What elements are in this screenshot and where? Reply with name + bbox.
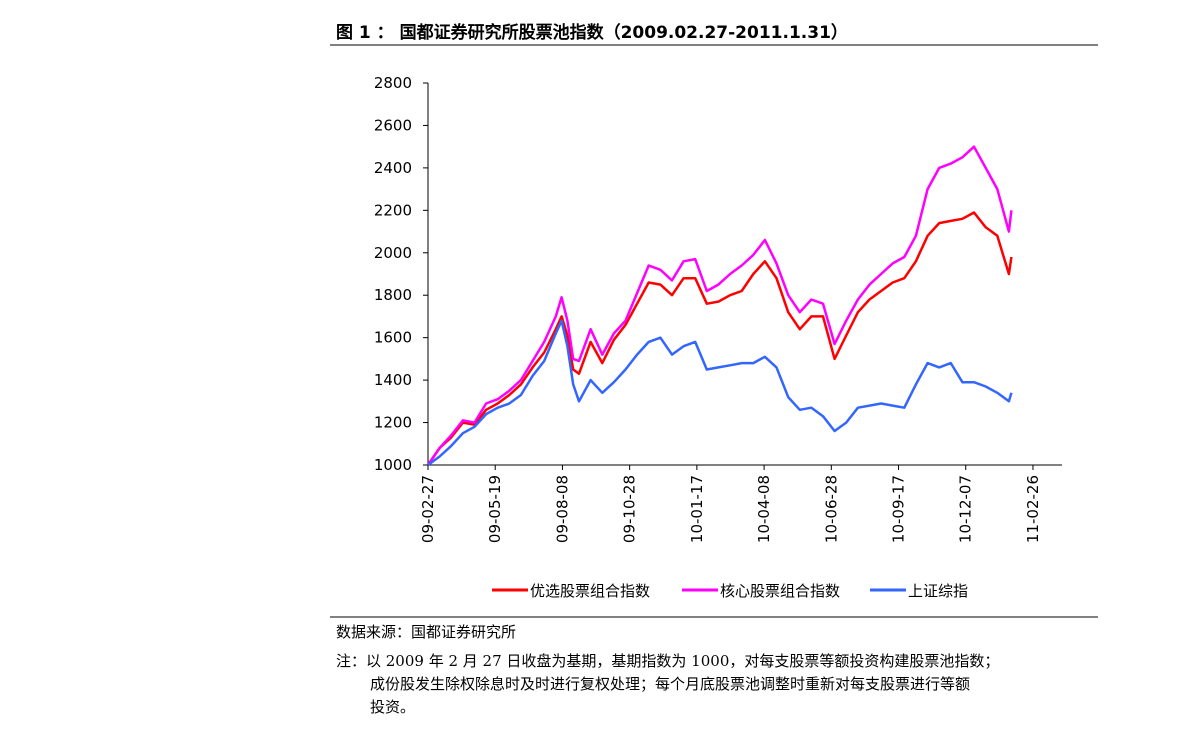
y-tick-label: 2000: [374, 244, 412, 262]
y-tick-label: 1200: [374, 414, 412, 432]
series-line: [426, 145, 1013, 466]
x-tick-label: 10-01-17: [688, 475, 706, 543]
series-line: [427, 319, 1013, 467]
source: 数据来源：国都证券研究所: [336, 623, 516, 641]
y-tick-label: 1000: [374, 456, 412, 474]
x-tick-label: 09-05-19: [486, 475, 504, 543]
note-line: 成份股发生除权除息时及时进行复权处理；每个月底股票池调整时重新对每支股票进行等额: [370, 675, 970, 693]
y-tick-label: 1400: [374, 371, 412, 389]
legend-label: 上证综指: [908, 582, 968, 600]
x-tick-label: 09-10-28: [621, 475, 639, 543]
y-tick-label: 2400: [374, 159, 412, 177]
x-tick-label: 10-12-07: [957, 475, 975, 543]
y-tick-label: 1800: [374, 286, 412, 304]
legend-label: 核心股票组合指数: [720, 582, 840, 600]
chart-title: 图 1 ： 国都证券研究所股票池指数（2009.02.27-2011.1.31）: [336, 22, 848, 43]
x-tick-label: 10-09-17: [890, 475, 908, 543]
x-tick-label: 10-04-08: [755, 475, 773, 543]
note-line: 注：以 2009 年 2 月 27 日收盘为基期，基期指数为 1000，对每支股…: [336, 652, 999, 670]
x-tick-label: 10-06-28: [822, 475, 840, 543]
y-tick-label: 2600: [374, 116, 412, 134]
x-tick-label: 09-02-27: [419, 475, 437, 543]
x-tick-label: 11-02-26: [1024, 475, 1042, 543]
y-tick-label: 1600: [374, 329, 412, 347]
y-tick-label: 2200: [374, 201, 412, 219]
note-line: 投资。: [370, 698, 415, 716]
y-tick-label: 2800: [374, 74, 412, 92]
legend-label: 优选股票组合指数: [530, 582, 650, 600]
series-line: [426, 211, 1013, 466]
x-tick-label: 09-08-08: [553, 475, 571, 543]
